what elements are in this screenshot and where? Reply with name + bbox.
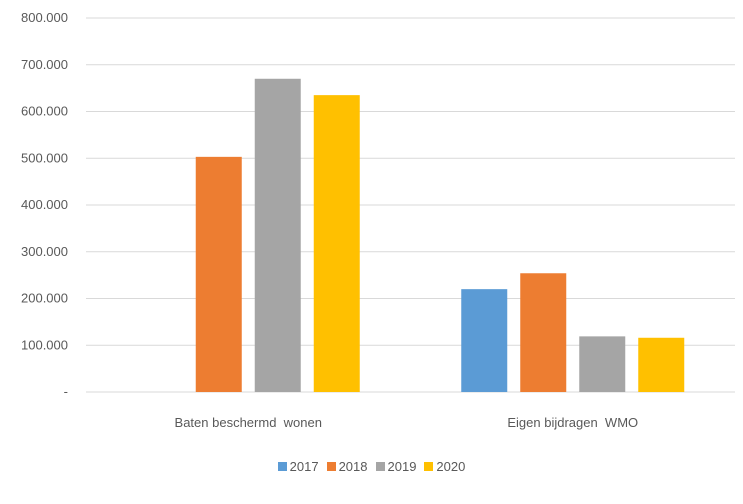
bar-2019-1 (579, 336, 626, 392)
legend-label: 2018 (338, 458, 368, 474)
legend-item-2019: 2019 (375, 458, 417, 474)
bar-2019-0 (254, 78, 301, 393)
category-labels: Baten beschermd wonen Eigen bijdragen WMO (175, 415, 639, 430)
y-tick-label: 200.000 (21, 291, 68, 306)
category-label: Eigen bijdragen WMO (507, 415, 638, 430)
category-label: Baten beschermd wonen (175, 415, 322, 430)
legend-item-2017: 2017 (277, 458, 319, 474)
legend-item-2020: 2020 (424, 459, 465, 474)
legend: 2017 2018 2019 2020 (0, 456, 743, 476)
legend-swatch (424, 461, 434, 471)
y-tick-label: 700.000 (21, 57, 68, 72)
bar-2020-1 (638, 337, 685, 392)
bar-chart: - 100.000 200.000 300.000 400.000 500.000 600.… (21, 10, 735, 430)
y-tick-label: 600.000 (21, 104, 68, 119)
y-tick-label: 400.000 (21, 197, 68, 212)
gridlines (86, 17, 735, 393)
y-tick-label: 500.000 (21, 150, 68, 165)
y-axis-tick-labels: - 100.000 200.000 300.000 400.000 500.000 600.… (21, 10, 68, 399)
bar-2017-1 (461, 289, 508, 392)
legend-label: 2019 (387, 458, 417, 474)
y-tick-label: - (64, 384, 68, 399)
y-tick-label: 800.000 (21, 10, 68, 25)
bar-2018-1 (520, 273, 567, 392)
bars (195, 78, 685, 393)
bar-2018-0 (195, 156, 242, 392)
y-tick-label: 300.000 (21, 244, 68, 259)
legend-swatch (277, 461, 287, 471)
legend-label: 2017 (289, 458, 319, 474)
y-tick-label: 100.000 (21, 337, 68, 352)
legend-swatch (326, 461, 336, 471)
legend-swatch (375, 461, 385, 471)
legend-item-2018: 2018 (326, 458, 368, 474)
legend-label: 2020 (436, 458, 466, 474)
bar-2020-0 (313, 95, 360, 392)
